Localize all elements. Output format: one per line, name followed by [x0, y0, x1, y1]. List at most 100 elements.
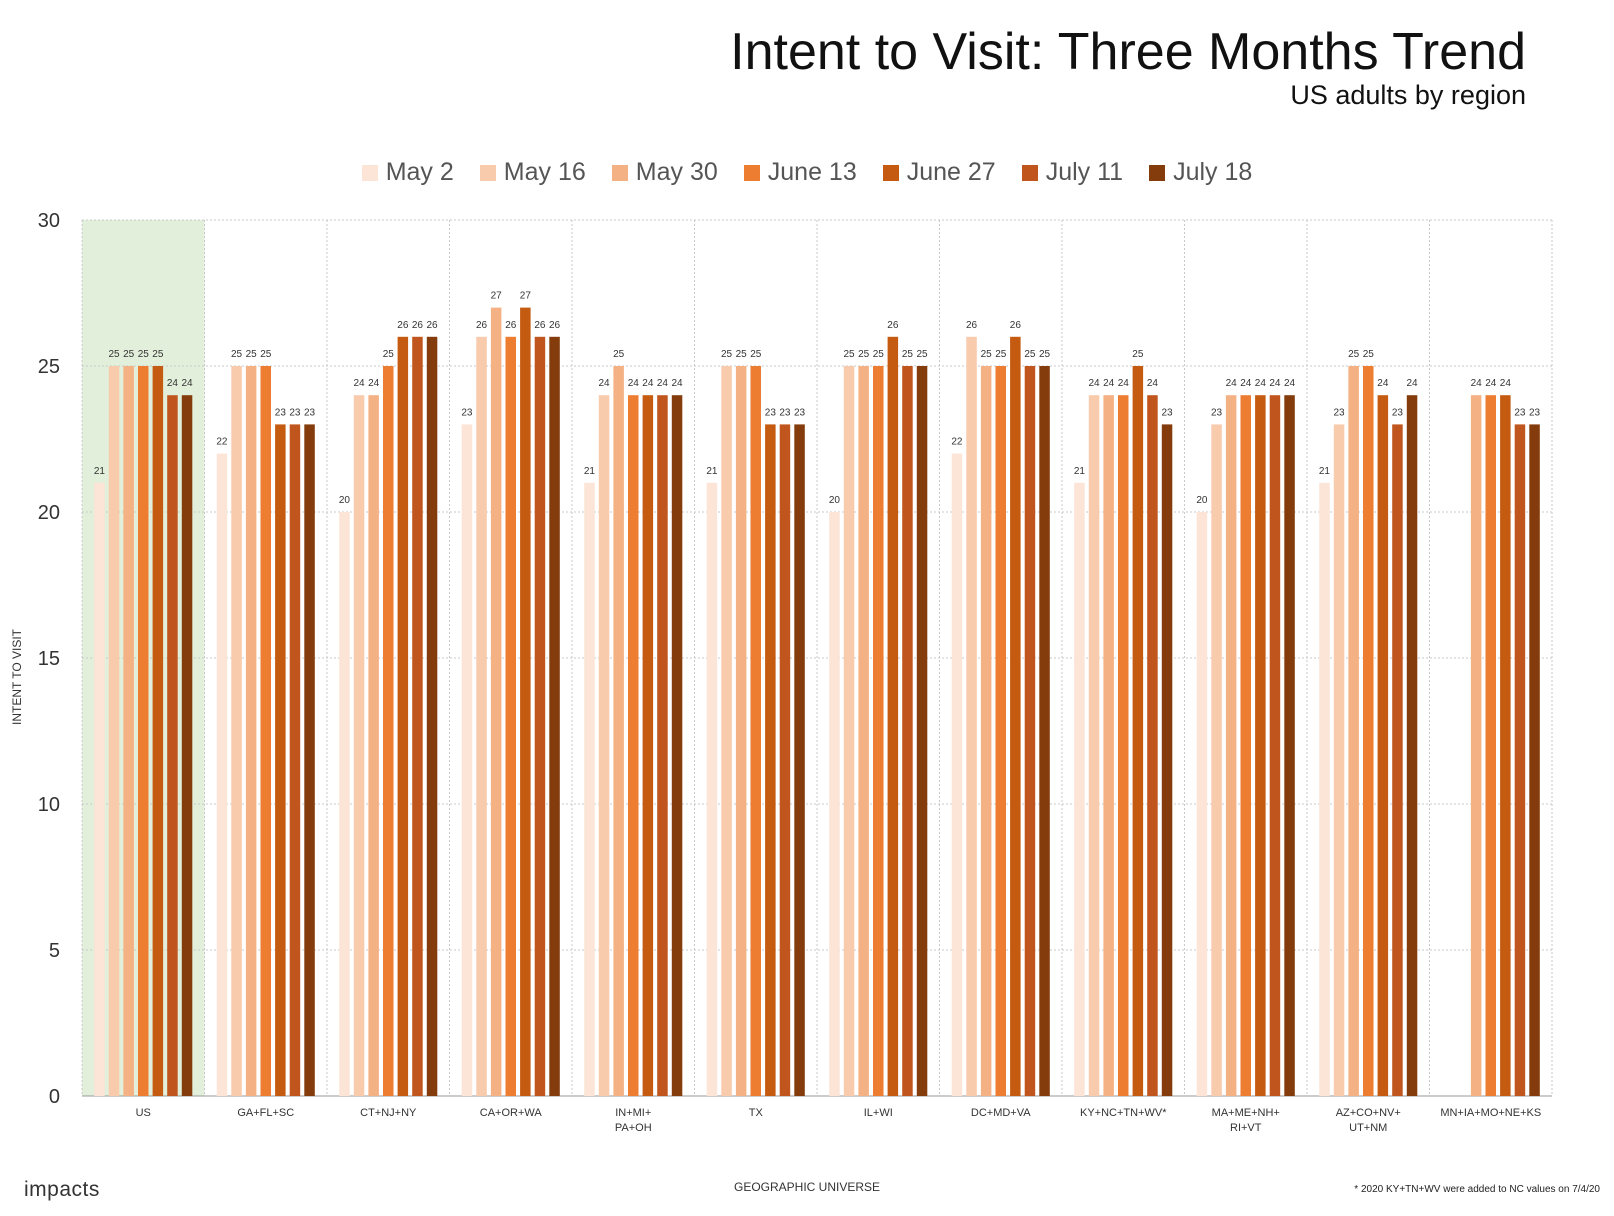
data-label: 24 — [1471, 378, 1483, 389]
x-tick-label: PA+OH — [615, 1122, 652, 1134]
bar — [397, 336, 409, 1096]
y-tick-label: 5 — [49, 940, 60, 962]
x-tick-label: KY+NC+TN+WV* — [1080, 1107, 1167, 1119]
bar — [461, 424, 473, 1096]
data-label: 23 — [1333, 407, 1345, 418]
data-label: 21 — [1319, 466, 1331, 477]
bar — [1132, 366, 1144, 1096]
data-label: 21 — [706, 466, 718, 477]
bar — [858, 366, 869, 1096]
legend-label: July 18 — [1173, 158, 1253, 186]
data-label: 27 — [520, 291, 532, 302]
legend-label: June 27 — [906, 158, 996, 186]
data-label: 23 — [1392, 407, 1404, 418]
bar — [628, 395, 639, 1096]
data-label: 24 — [1103, 378, 1115, 389]
bar — [1225, 395, 1237, 1096]
data-label: 23 — [765, 407, 777, 418]
legend-item: July 11 — [1021, 158, 1123, 187]
x-tick-label: MN+IA+MO+NE+KS — [1440, 1107, 1541, 1119]
legend-item: May 2 — [361, 158, 454, 187]
x-tick-label: IL+WI — [864, 1107, 893, 1119]
bar — [887, 336, 899, 1096]
data-label: 25 — [260, 349, 272, 360]
data-label: 25 — [902, 349, 914, 360]
data-label: 21 — [94, 466, 106, 477]
bar — [873, 366, 884, 1096]
data-label: 22 — [216, 437, 228, 448]
legend-label: May 30 — [635, 158, 718, 186]
bar — [490, 307, 502, 1097]
data-label: 25 — [858, 349, 870, 360]
bar — [995, 366, 1006, 1096]
legend-item: June 13 — [743, 158, 857, 187]
data-label: 23 — [1514, 407, 1526, 418]
data-label: 26 — [534, 320, 546, 331]
data-label: 26 — [966, 320, 978, 331]
legend-swatch — [479, 164, 496, 181]
legend-swatch — [743, 164, 760, 181]
bar — [108, 366, 120, 1096]
data-label: 25 — [721, 349, 733, 360]
x-tick-label: IN+MI+ — [615, 1107, 651, 1119]
bar — [916, 366, 928, 1096]
bar — [1039, 366, 1050, 1096]
data-label: 24 — [1240, 378, 1252, 389]
data-label: 27 — [491, 291, 503, 302]
bar — [779, 424, 791, 1096]
x-tick-label: CA+OR+WA — [480, 1107, 543, 1119]
data-label: 25 — [231, 349, 243, 360]
bar — [1269, 395, 1281, 1096]
bar — [1088, 395, 1100, 1096]
bar — [383, 366, 394, 1096]
data-label: 25 — [750, 349, 762, 360]
data-label: 20 — [339, 495, 351, 506]
data-label: 24 — [657, 378, 669, 389]
data-label: 24 — [642, 378, 654, 389]
bar — [843, 366, 855, 1096]
data-label: 25 — [613, 349, 625, 360]
legend-swatch — [611, 164, 628, 181]
bar — [353, 395, 365, 1096]
bar — [735, 366, 747, 1096]
x-tick-label: MA+ME+NH+ — [1212, 1107, 1280, 1119]
bar — [549, 336, 560, 1096]
bar — [216, 453, 228, 1097]
data-label: 23 — [304, 407, 316, 418]
bar — [1074, 482, 1085, 1096]
bar — [275, 424, 286, 1096]
legend-label: May 2 — [385, 158, 454, 186]
data-label: 25 — [1363, 349, 1375, 360]
bar — [966, 336, 977, 1096]
bar — [1514, 424, 1526, 1096]
data-label: 21 — [584, 466, 596, 477]
data-label: 25 — [1039, 349, 1051, 360]
x-tick-label: RI+VT — [1230, 1122, 1262, 1134]
data-label: 25 — [108, 349, 120, 360]
bar — [765, 424, 776, 1096]
bar — [152, 366, 164, 1096]
data-label: 25 — [1132, 349, 1144, 360]
data-label: 25 — [1348, 349, 1360, 360]
data-label: 24 — [628, 378, 640, 389]
bar — [584, 482, 595, 1096]
impacts-logo: impacts — [24, 1178, 100, 1201]
bar — [1147, 395, 1158, 1096]
legend-swatch — [1021, 164, 1038, 181]
data-label: 24 — [1500, 378, 1512, 389]
x-tick-label: US — [136, 1107, 151, 1119]
x-tick-label: CT+NJ+NY — [360, 1107, 417, 1119]
bar — [534, 336, 546, 1096]
y-tick-label: 20 — [38, 502, 60, 524]
bar — [1485, 395, 1496, 1096]
bar — [951, 453, 963, 1097]
bar — [1363, 366, 1374, 1096]
bar — [1024, 366, 1036, 1096]
bar — [1240, 395, 1251, 1096]
data-label: 24 — [1118, 378, 1130, 389]
data-label: 23 — [779, 407, 791, 418]
y-tick-label: 10 — [38, 794, 60, 816]
bar — [368, 395, 379, 1096]
data-label: 23 — [1161, 407, 1173, 418]
x-tick-label: UT+NM — [1349, 1122, 1387, 1134]
